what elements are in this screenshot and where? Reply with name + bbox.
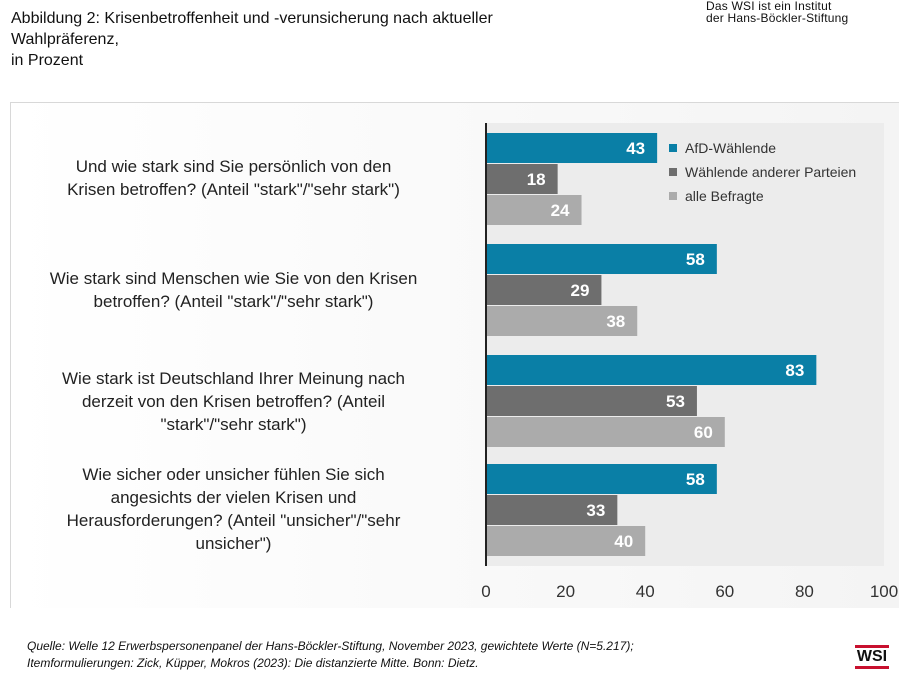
bar — [486, 275, 602, 305]
bar-value-label: 53 — [666, 392, 685, 411]
bar-chart: 43 18 24 58 29 38 83 53 60 58 33 40 0 20 40 60 80 100 AfD-… — [481, 123, 898, 601]
legend-swatch — [669, 192, 677, 200]
bar-value-label: 83 — [785, 361, 804, 380]
chart-title: Abbildung 2: Krisenbetroffenheit und -ve… — [11, 8, 611, 71]
bar-value-label: 33 — [586, 501, 605, 520]
chart-area: Und wie stark sind Sie persönlich von de… — [10, 102, 899, 608]
bar-value-label: 58 — [686, 250, 705, 269]
bar-value-label: 18 — [527, 170, 546, 189]
x-tick-label: 100 — [870, 582, 898, 601]
legend-swatch — [669, 144, 677, 152]
bar-value-label: 40 — [614, 532, 633, 551]
bar-value-label: 38 — [606, 312, 625, 331]
bar-value-label: 29 — [570, 281, 589, 300]
bar-value-label: 24 — [551, 201, 570, 220]
org-note: Das WSI ist ein Institut der Hans-Böckle… — [706, 0, 848, 24]
org-note-line: Das WSI ist ein Institut — [706, 0, 832, 13]
bar — [486, 164, 558, 194]
question-label: Wie stark sind Menschen wie Sie von den … — [49, 269, 418, 311]
bar — [486, 355, 817, 385]
question-label: Wie sicher oder unsicher fühlen Sie sich… — [66, 465, 401, 553]
title-line: Abbildung 2: Krisenbetroffenheit und -ve… — [11, 10, 493, 27]
org-note-line: der Hans-Böckler-Stiftung — [706, 11, 849, 25]
legend-label: alle Befragte — [685, 188, 764, 204]
x-tick-label: 40 — [636, 582, 655, 601]
x-tick-label: 60 — [715, 582, 734, 601]
x-tick-label: 20 — [556, 582, 575, 601]
bar-value-label: 60 — [694, 423, 713, 442]
question-label: Und wie stark sind Sie persönlich von de… — [67, 157, 400, 199]
legend-label: AfD-Wählende — [685, 140, 776, 156]
source-line: Itemformulierungen: Zick, Küpper, Mokros… — [27, 656, 479, 670]
legend-swatch — [669, 168, 677, 176]
title-line: Wahlpräferenz, — [11, 31, 119, 48]
bar — [486, 244, 717, 274]
source-line: Quelle: Welle 12 Erwerbspersonenpanel de… — [27, 639, 634, 653]
bar — [486, 495, 618, 525]
bar — [486, 133, 658, 163]
legend-label: Wählende anderer Parteien — [685, 164, 856, 180]
bar-value-label: 43 — [626, 139, 645, 158]
source-note: Quelle: Welle 12 Erwerbspersonenpanel de… — [27, 638, 634, 672]
bar — [486, 306, 638, 336]
x-tick-label: 80 — [795, 582, 814, 601]
bar — [486, 386, 697, 416]
bar — [486, 417, 725, 447]
wsi-logo: WSI — [855, 645, 889, 669]
bar — [486, 526, 646, 556]
x-tick-label: 0 — [481, 582, 490, 601]
title-line: in Prozent — [11, 52, 84, 69]
bar-value-label: 58 — [686, 470, 705, 489]
question-label: Wie stark ist Deutschland Ihrer Meinung … — [62, 369, 405, 434]
bar — [486, 195, 582, 225]
bar — [486, 464, 717, 494]
